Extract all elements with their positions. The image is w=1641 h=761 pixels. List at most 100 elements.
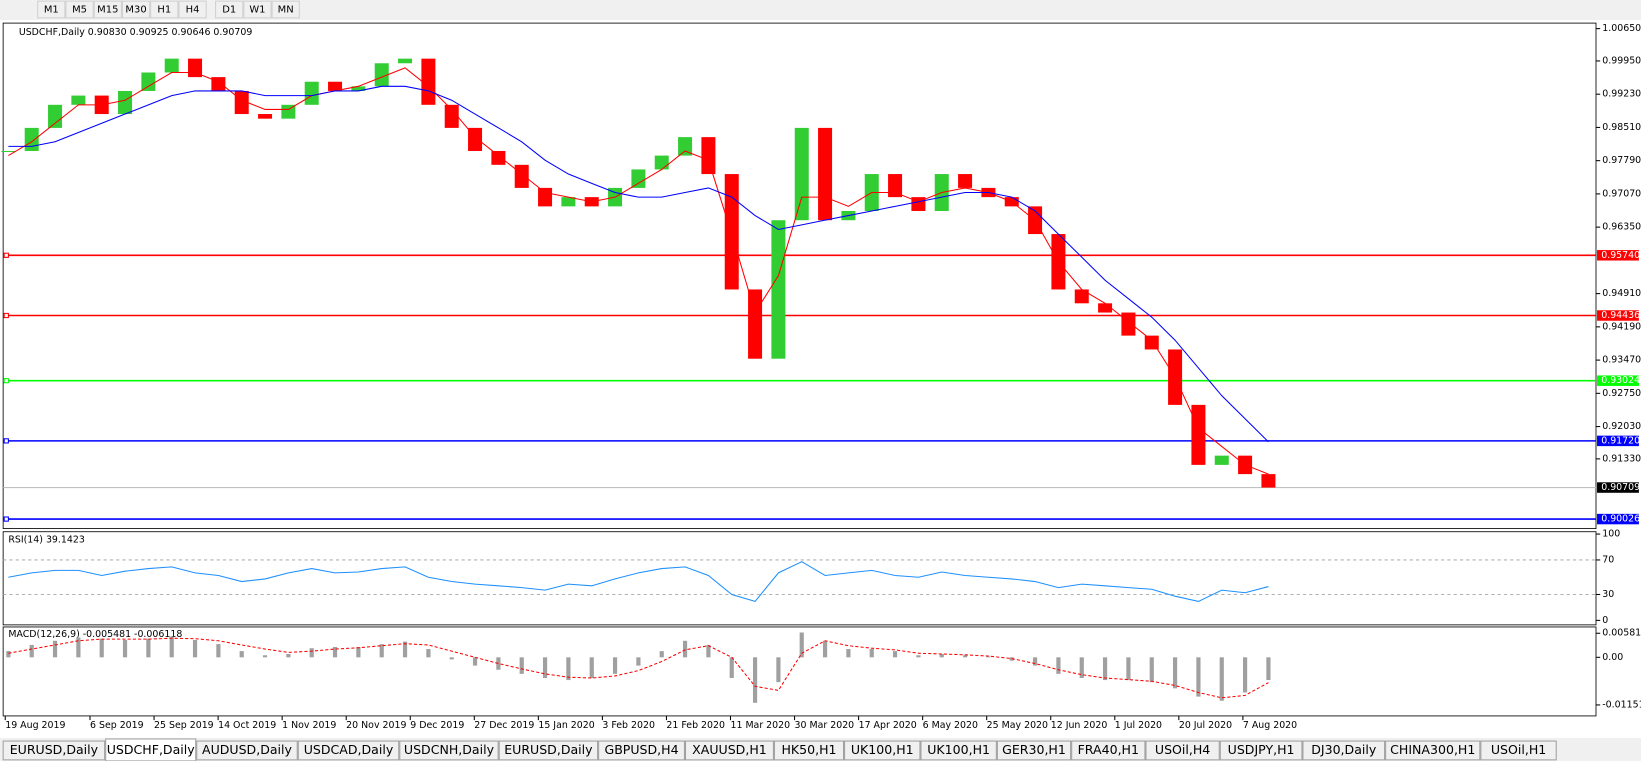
tab-label[interactable]: GBPUSD,H4 (604, 742, 678, 757)
candle (654, 155, 669, 170)
candle (234, 90, 249, 115)
macd-bar (799, 632, 804, 658)
y-tick-label: 0.91330 (1602, 453, 1641, 464)
timeframe-label[interactable]: MN (278, 4, 294, 15)
macd-bar (1172, 657, 1178, 689)
macd-bar (1196, 657, 1201, 697)
tab-label[interactable]: EURUSD,Daily (10, 742, 99, 757)
timeframe-button[interactable] (150, 0, 179, 19)
tab[interactable] (297, 740, 400, 761)
tab[interactable] (996, 740, 1072, 761)
level-label-box (1597, 435, 1639, 447)
x-tick-label: 14 Oct 2019 (218, 720, 276, 731)
tab[interactable] (196, 740, 298, 761)
tab[interactable] (773, 740, 845, 761)
tab[interactable] (1219, 740, 1303, 761)
y-tick-label: 0.97070 (1602, 188, 1641, 199)
macd-bar (402, 641, 408, 658)
timeframe-label[interactable]: H1 (157, 4, 171, 15)
tab-label[interactable]: UK100,H1 (851, 742, 914, 757)
macd-bar (729, 657, 734, 678)
timeframe-label[interactable]: M1 (44, 4, 59, 15)
y-tick-label: 0.94910 (1602, 288, 1641, 299)
macd-bar (1266, 657, 1271, 680)
macd-bar (636, 657, 641, 666)
macd-bar (846, 649, 851, 658)
candle (141, 72, 156, 91)
macd-bar (1126, 657, 1131, 681)
candle (678, 137, 693, 156)
x-tick-label: 3 Feb 2020 (602, 720, 655, 731)
tab[interactable] (844, 740, 921, 761)
tab[interactable] (684, 740, 774, 761)
tab-label[interactable]: AUDUSD,Daily (202, 742, 293, 757)
tab-label[interactable]: UK100,H1 (927, 742, 990, 757)
candle (701, 137, 716, 175)
timeframe-label[interactable]: M5 (72, 4, 87, 15)
timeframe-button[interactable] (93, 0, 122, 19)
timeframe-button[interactable] (178, 0, 207, 19)
macd-bar (939, 654, 944, 658)
timeframe-button[interactable] (37, 0, 66, 19)
tab-label[interactable]: DJ30,Daily (1311, 742, 1377, 757)
tab[interactable] (1385, 740, 1481, 761)
rsi-panel (2, 531, 1597, 626)
tab[interactable] (399, 740, 499, 761)
timeframe-button[interactable] (215, 0, 244, 19)
level-label: 0.90026 (1601, 514, 1640, 525)
price-label-box (1597, 482, 1639, 493)
candle (71, 95, 86, 105)
tab[interactable] (598, 740, 685, 761)
timeframe-button[interactable] (65, 0, 94, 19)
tab[interactable] (1480, 740, 1557, 761)
tab-label[interactable]: USDJPY,H1 (1228, 742, 1295, 757)
tab-label[interactable]: GER30,H1 (1002, 742, 1066, 757)
tab-label[interactable]: USDCHF,Daily (107, 742, 196, 757)
tab-label[interactable]: USDCAD,Daily (304, 742, 394, 757)
timeframe-label[interactable]: D1 (222, 4, 236, 15)
candle (794, 127, 809, 221)
tab[interactable] (920, 740, 997, 761)
tab[interactable] (1145, 740, 1220, 761)
tab-label[interactable]: CHINA300,H1 (1390, 742, 1475, 757)
tab[interactable] (2, 740, 106, 761)
y-tick-label: 0.92030 (1602, 421, 1641, 432)
timeframe-button[interactable] (243, 0, 272, 19)
timeframe-button[interactable] (121, 0, 151, 19)
tab[interactable] (498, 740, 599, 761)
x-tick-label: 30 Mar 2020 (795, 720, 855, 731)
macd-bar (1056, 657, 1061, 674)
macd-bar (706, 644, 711, 658)
tab-label[interactable]: USOil,H4 (1155, 742, 1210, 757)
macd-bar (752, 657, 758, 703)
rsi-tick-label: 0 (1602, 615, 1608, 626)
timeframe-button[interactable] (271, 0, 300, 19)
timeframe-label[interactable]: M15 (97, 4, 118, 15)
tab-label[interactable]: FRA40,H1 (1078, 742, 1139, 757)
macd-bar (1032, 657, 1038, 666)
x-tick-label: 9 Dec 2019 (410, 720, 464, 731)
macd-bar (216, 644, 221, 658)
x-tick-label: 25 May 2020 (987, 720, 1048, 731)
candle (258, 114, 273, 119)
tab-label[interactable]: USDCNH,Daily (404, 742, 495, 757)
y-tick-label: 0.94190 (1602, 321, 1641, 332)
tab-label[interactable]: XAUUSD,H1 (692, 742, 767, 757)
timeframe-label[interactable]: W1 (249, 4, 265, 15)
candle (351, 86, 366, 91)
macd-bar (6, 651, 11, 658)
x-tick-label: 17 Apr 2020 (859, 720, 917, 731)
tab-label[interactable]: USOil,H1 (1491, 742, 1546, 757)
candle (514, 164, 529, 188)
macd-bar (356, 646, 361, 658)
macd-header: MACD(12,26,9) -0.005481 -0.006118 (8, 629, 182, 640)
level-label: 0.94436 (1601, 310, 1640, 321)
timeframe-label[interactable]: M30 (125, 4, 146, 15)
tab[interactable] (1302, 740, 1386, 761)
tab[interactable] (1071, 740, 1146, 761)
timeframe-label[interactable]: H4 (186, 4, 200, 15)
macd-bar (99, 638, 104, 658)
tab-label[interactable]: EURUSD,Daily (504, 742, 593, 757)
tab-label[interactable]: HK50,H1 (781, 742, 836, 757)
